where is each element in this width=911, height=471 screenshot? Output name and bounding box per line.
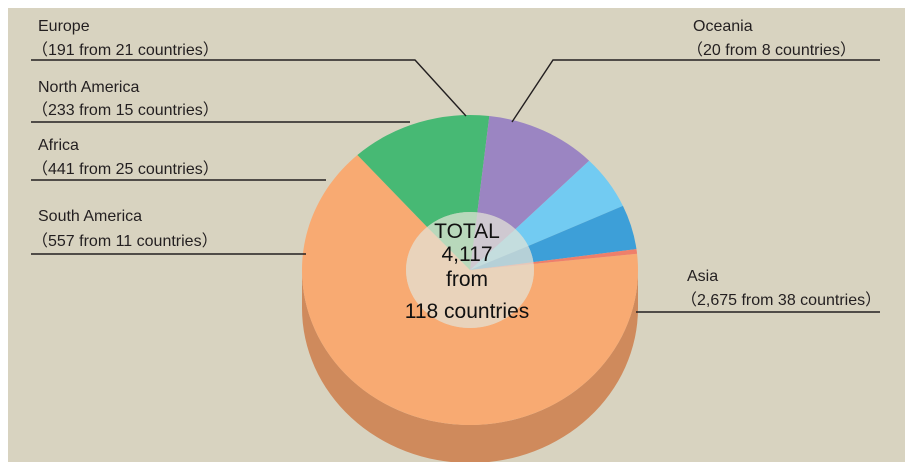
label-detail-south-america: （557 from 11 countries） bbox=[32, 232, 218, 250]
slice-north-america bbox=[515, 160, 623, 246]
donut-hole bbox=[406, 212, 534, 328]
donut-chart: Asia （2,675 from 38 countries） South Ameri… bbox=[31, 18, 881, 462]
label-detail-europe: （191 from 21 countries） bbox=[32, 41, 219, 59]
slice-africa bbox=[477, 116, 590, 230]
hole-tint-europe bbox=[470, 245, 534, 270]
label-south-america: South America bbox=[38, 208, 142, 225]
hole-tint-africa bbox=[470, 212, 516, 270]
label-north-america: North America bbox=[38, 79, 139, 96]
center-text-line: 4,117 bbox=[442, 243, 493, 266]
label-detail-oceania: （20 from 8 countries） bbox=[687, 41, 856, 59]
hole-tint-south-america bbox=[427, 212, 478, 270]
slice-asia bbox=[302, 154, 638, 426]
slice-oceania bbox=[533, 249, 638, 264]
hole-tint-north-america bbox=[470, 229, 529, 270]
label-africa: Africa bbox=[38, 137, 79, 154]
leader-line-europe bbox=[31, 59, 467, 117]
slice-europe bbox=[528, 205, 637, 263]
label-asia: Asia bbox=[687, 268, 718, 285]
chart-area: Asia （2,675 from 38 countries） South Ameri… bbox=[8, 8, 905, 462]
label-detail-asia: （2,675 from 38 countries） bbox=[681, 291, 881, 309]
hole-tint-oceania bbox=[470, 262, 534, 270]
hole-tint-asia bbox=[406, 226, 534, 328]
label-detail-north-america: （233 from 15 countries） bbox=[32, 101, 219, 119]
leader-line-oceania bbox=[511, 59, 880, 123]
center-text-line: 118 countries bbox=[405, 300, 530, 323]
center-text-line: TOTAL bbox=[434, 220, 500, 243]
label-oceania: Oceania bbox=[693, 18, 753, 35]
label-detail-africa: （441 from 25 countries） bbox=[32, 160, 219, 178]
slice-south-america bbox=[357, 114, 490, 227]
slice-side-asia bbox=[302, 270, 638, 462]
label-europe: Europe bbox=[38, 18, 90, 35]
center-text-line: from bbox=[446, 268, 488, 291]
